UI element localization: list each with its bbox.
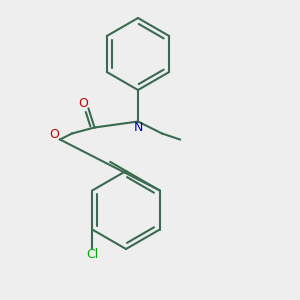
Text: N: N bbox=[133, 121, 143, 134]
Text: O: O bbox=[50, 128, 59, 142]
Text: O: O bbox=[78, 97, 88, 110]
Text: Cl: Cl bbox=[86, 248, 98, 262]
